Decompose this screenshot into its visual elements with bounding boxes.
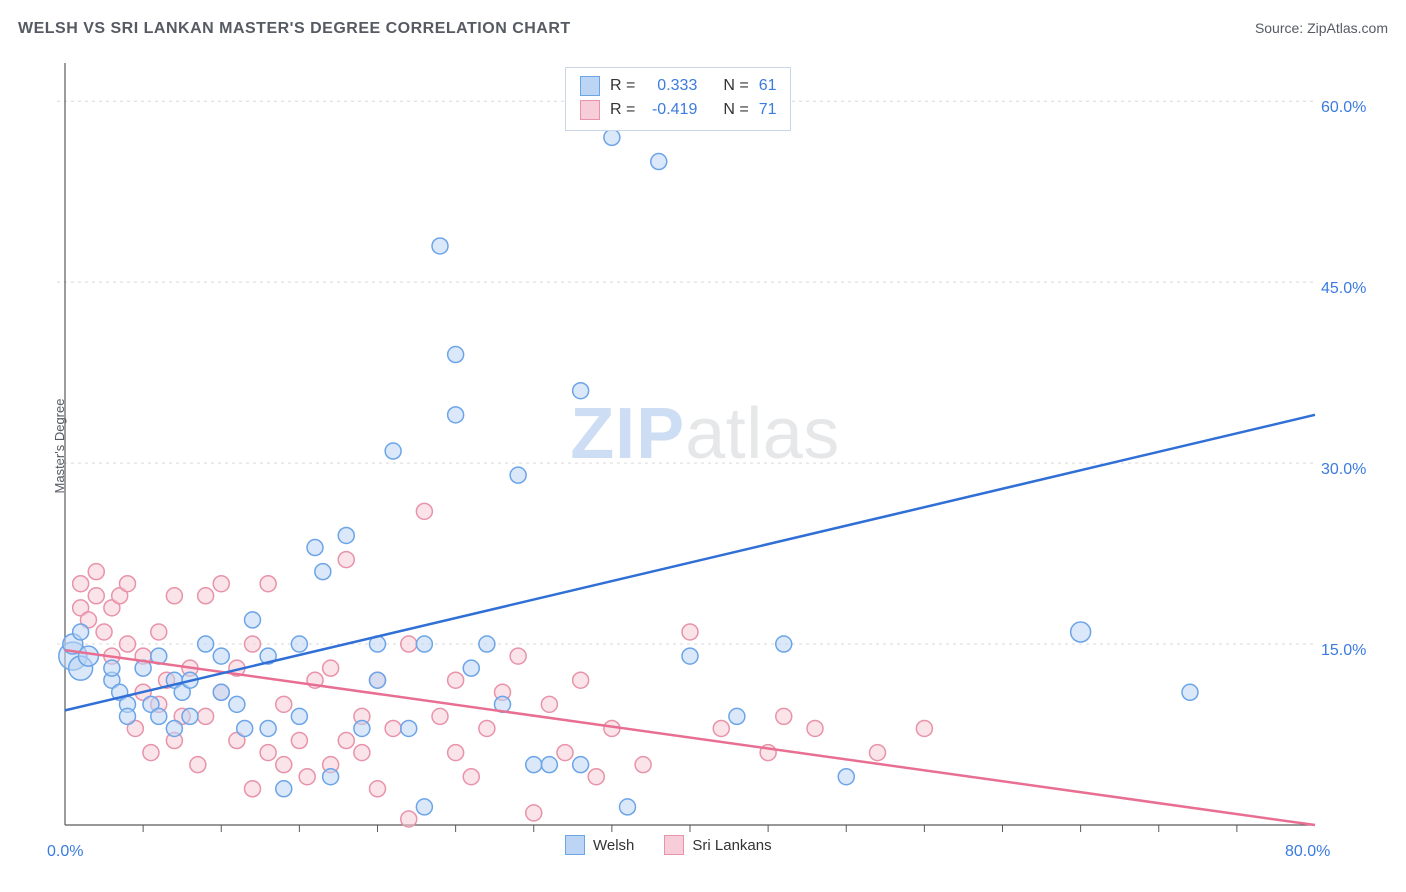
y-tick-label: 15.0% xyxy=(1321,642,1366,660)
bottom-legend: Welsh Sri Lankans xyxy=(565,835,772,855)
legend-item-2: Sri Lankans xyxy=(664,835,771,855)
r-value-1: 0.333 xyxy=(645,74,697,98)
source-prefix: Source: xyxy=(1255,20,1307,36)
legend-label-1: Welsh xyxy=(593,837,634,854)
chart-area: ZIPatlas R = 0.333 N = 61 R = -0.419 N =… xyxy=(45,55,1365,845)
r-label-2: R = xyxy=(610,98,635,122)
swatch-series2-icon xyxy=(664,835,684,855)
legend-item-1: Welsh xyxy=(565,835,634,855)
legend-label-2: Sri Lankans xyxy=(692,837,771,854)
n-value-2: 71 xyxy=(759,98,777,122)
r-value-2: -0.419 xyxy=(645,98,697,122)
x-axis-min-label: 0.0% xyxy=(47,843,83,861)
x-axis-max-label: 80.0% xyxy=(1285,843,1330,861)
r-label-1: R = xyxy=(610,74,635,98)
swatch-series2-icon xyxy=(580,100,600,120)
y-tick-label: 45.0% xyxy=(1321,280,1366,298)
stats-row-1: R = 0.333 N = 61 xyxy=(580,74,776,98)
scatter-chart xyxy=(45,55,1365,845)
n-value-1: 61 xyxy=(759,74,777,98)
chart-title: WELSH VS SRI LANKAN MASTER'S DEGREE CORR… xyxy=(18,20,571,38)
swatch-series1-icon xyxy=(565,835,585,855)
y-tick-label: 30.0% xyxy=(1321,461,1366,479)
y-tick-label: 60.0% xyxy=(1321,99,1366,117)
n-label-2: N = xyxy=(723,98,748,122)
source-link[interactable]: ZipAtlas.com xyxy=(1307,20,1388,36)
source-label: Source: ZipAtlas.com xyxy=(1255,20,1388,36)
stats-legend-box: R = 0.333 N = 61 R = -0.419 N = 71 xyxy=(565,67,791,131)
n-label-1: N = xyxy=(723,74,748,98)
stats-row-2: R = -0.419 N = 71 xyxy=(580,98,776,122)
swatch-series1-icon xyxy=(580,76,600,96)
